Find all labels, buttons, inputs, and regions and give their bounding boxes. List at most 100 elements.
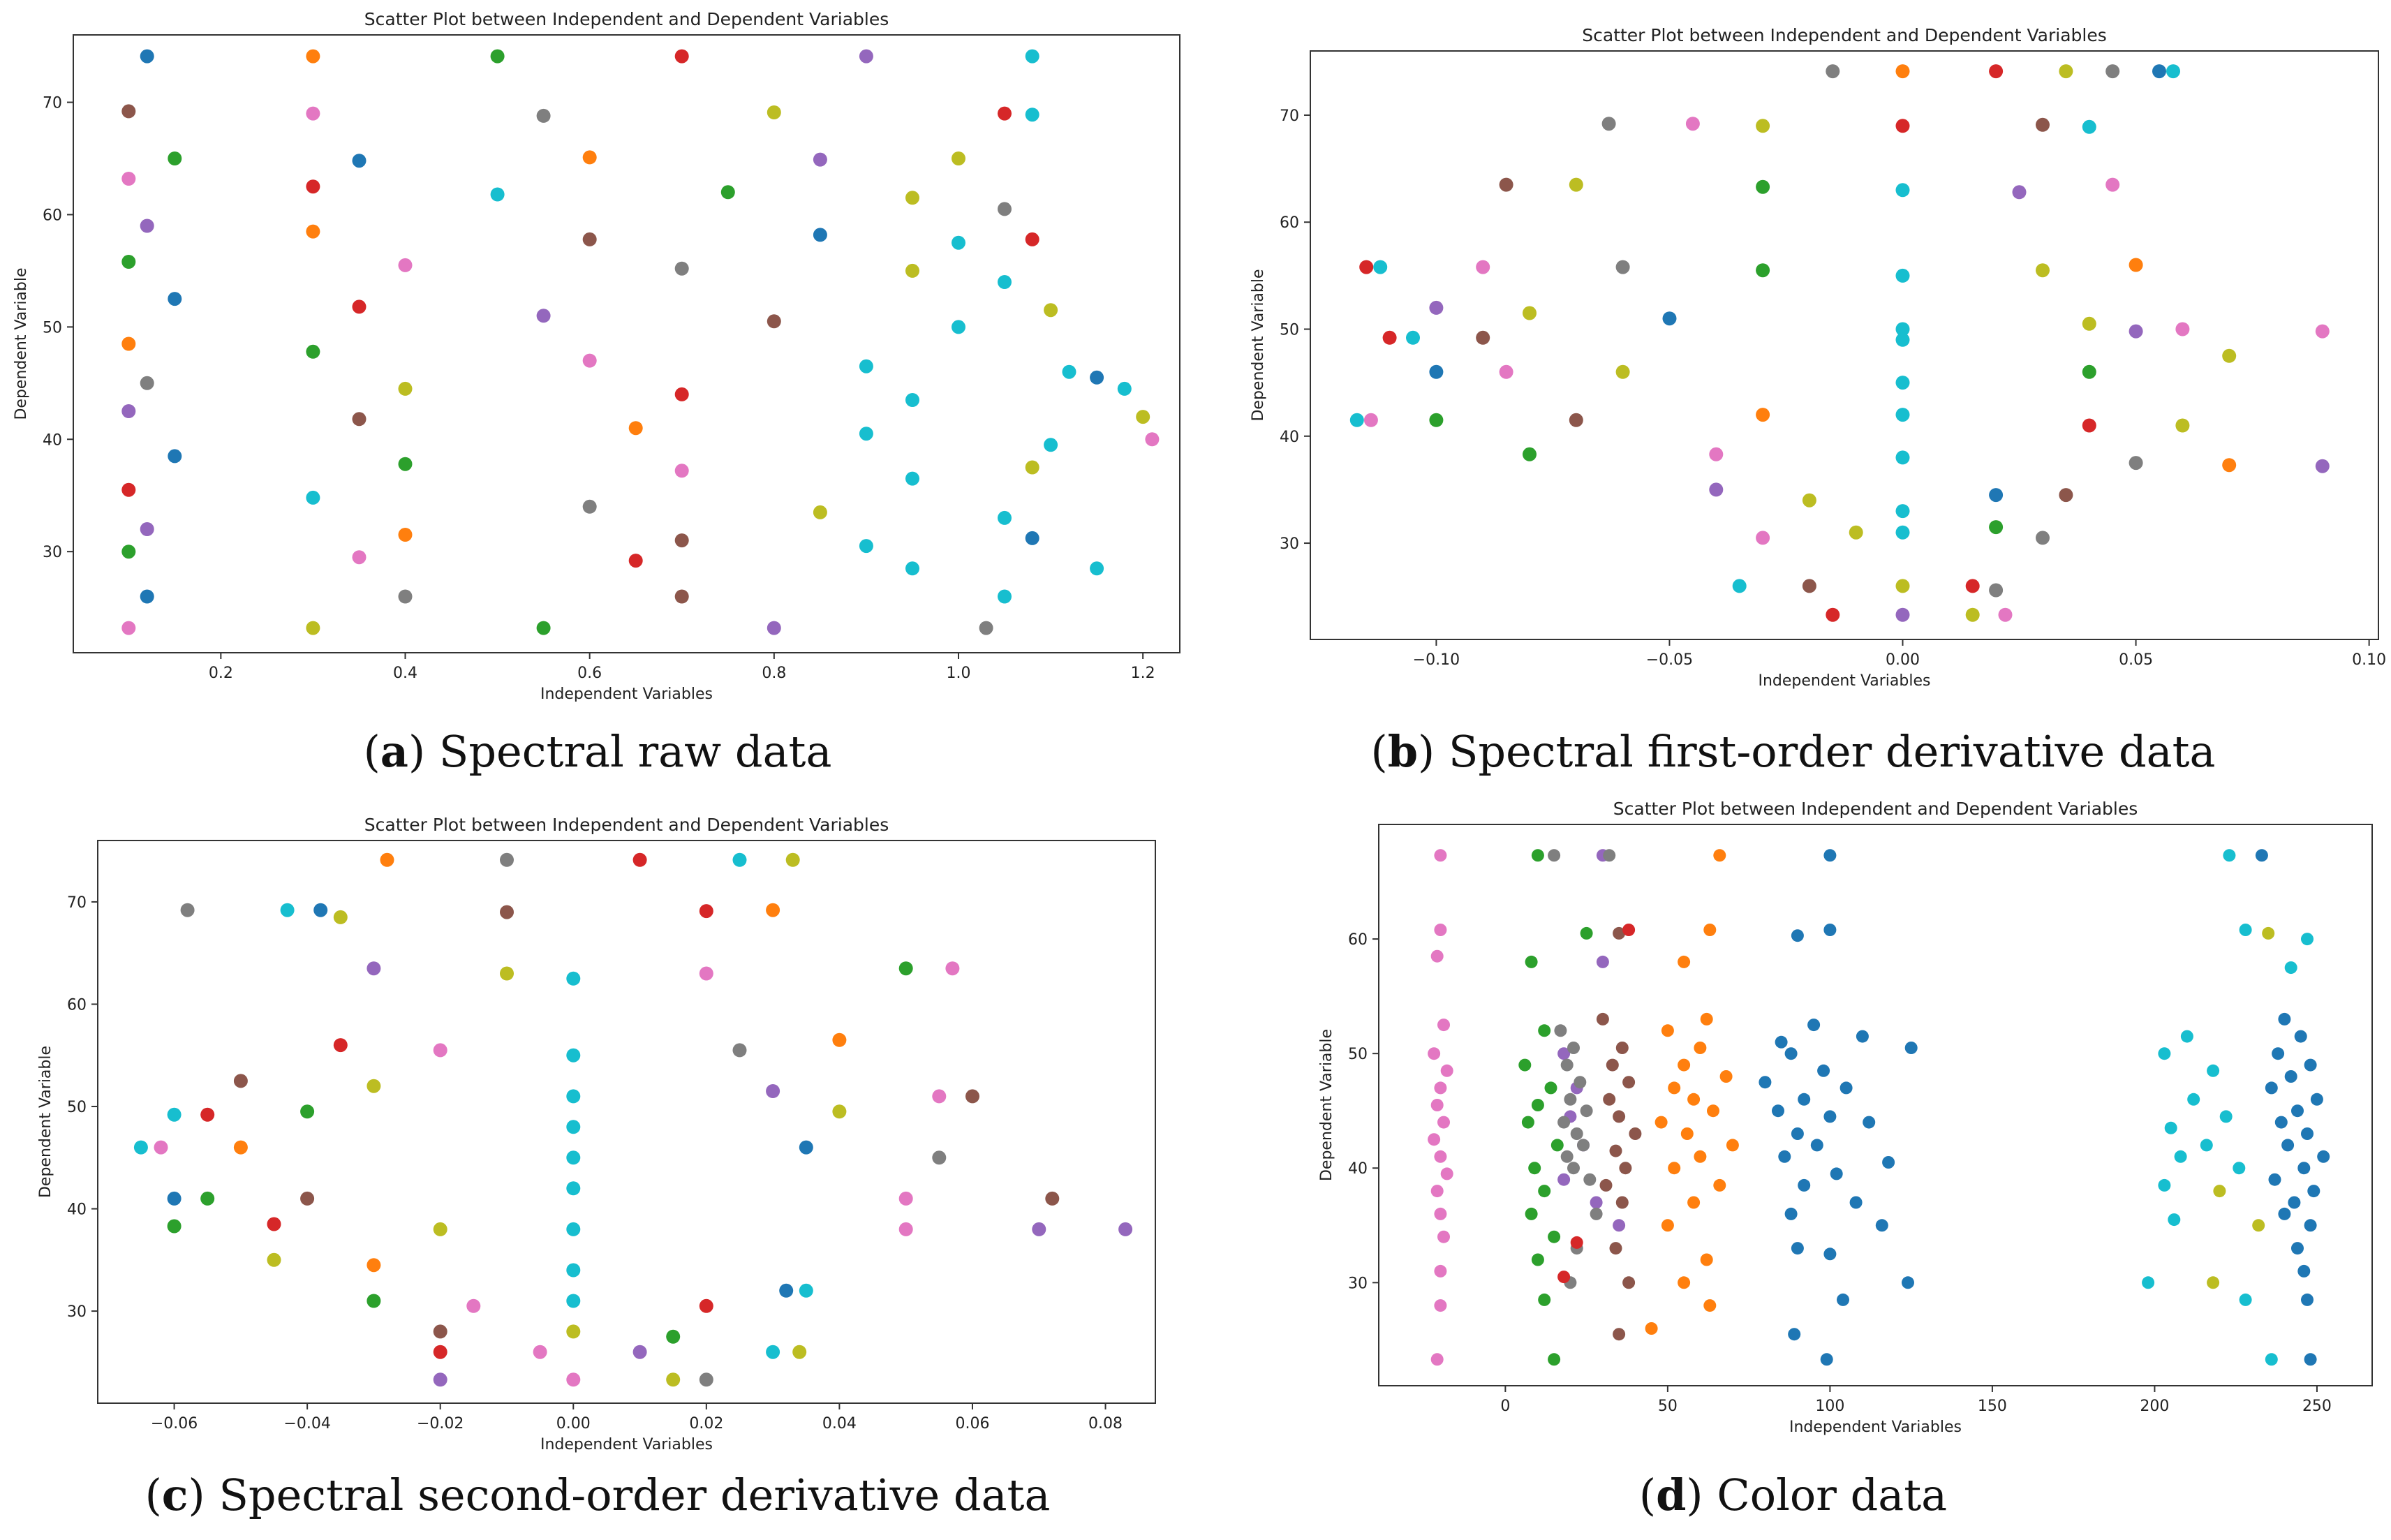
y-tick-label-d-2: 50: [1348, 1046, 1368, 1063]
data-point-a-53: [352, 412, 367, 427]
data-point-c-61: [699, 1298, 713, 1313]
caption-c-letter: c: [161, 1469, 188, 1520]
y-tick-label-a-1: 40: [43, 431, 62, 449]
chart-title-a: Scatter Plot between Independent and Dep…: [364, 9, 889, 29]
data-point-d-125: [1823, 1247, 1837, 1261]
data-point-a-64: [306, 490, 320, 505]
data-point-c-15: [699, 966, 713, 981]
data-point-a-40: [121, 336, 136, 351]
data-point-c-50: [898, 1222, 913, 1236]
data-point-d-150: [2207, 1276, 2220, 1289]
data-point-c-27: [932, 1089, 947, 1104]
data-point-b-75: [1895, 607, 1910, 622]
data-point-a-65: [582, 499, 597, 514]
data-point-a-0: [140, 49, 154, 64]
data-point-c-7: [313, 903, 328, 917]
data-point-a-4: [859, 49, 873, 64]
data-point-c-36: [233, 1140, 248, 1155]
data-point-d-92: [1694, 1150, 1707, 1163]
data-point-a-86: [979, 621, 993, 635]
data-point-d-173: [2297, 1264, 2311, 1278]
data-point-d-93: [1668, 1162, 1681, 1175]
y-tick-label-b-3: 60: [1280, 214, 1299, 232]
data-point-b-26: [2129, 258, 2143, 272]
data-point-d-72: [1615, 1196, 1629, 1209]
data-point-d-14: [1437, 1230, 1450, 1243]
chart-title-c: Scatter Plot between Independent and Dep…: [364, 815, 889, 835]
data-point-d-59: [1603, 849, 1616, 862]
data-point-d-49: [1557, 1116, 1571, 1129]
data-point-c-2: [632, 852, 647, 867]
data-point-a-18: [306, 179, 320, 194]
data-point-d-32: [1531, 1253, 1544, 1266]
data-point-d-105: [1775, 1035, 1788, 1049]
data-point-a-70: [674, 533, 689, 548]
data-point-c-24: [367, 1079, 381, 1093]
data-point-d-89: [1655, 1116, 1668, 1129]
data-point-b-71: [1895, 579, 1910, 593]
data-point-b-38: [2315, 324, 2330, 339]
data-point-a-22: [998, 202, 1012, 216]
data-point-d-118: [1882, 1156, 1895, 1169]
data-point-d-167: [2268, 1173, 2281, 1186]
data-point-d-117: [1778, 1150, 1791, 1163]
data-point-b-53: [1523, 447, 1537, 461]
data-point-d-39: [1557, 1173, 1571, 1186]
points-d: [1428, 849, 2330, 1366]
data-point-d-67: [1613, 1110, 1626, 1123]
data-point-b-67: [1989, 520, 2004, 535]
data-point-b-43: [2082, 364, 2096, 379]
data-point-c-64: [666, 1329, 681, 1344]
data-point-c-53: [267, 1252, 281, 1267]
data-point-c-60: [566, 1294, 581, 1308]
y-axis-label-a: Dependent Variable: [13, 267, 30, 420]
y-tick-label-a-2: 50: [43, 319, 62, 336]
data-point-a-62: [1025, 460, 1039, 475]
caption-c: (c) Spectral second-order derivative dat…: [145, 1469, 1051, 1520]
data-point-a-32: [905, 263, 919, 278]
data-point-d-147: [2213, 1185, 2226, 1198]
data-point-d-31: [1548, 1230, 1561, 1243]
data-point-d-17: [1430, 1353, 1444, 1366]
data-point-b-63: [2059, 488, 2073, 503]
data-point-b-44: [2222, 348, 2237, 363]
data-point-b-31: [2082, 316, 2096, 331]
data-point-d-145: [2233, 1162, 2246, 1175]
data-point-b-27: [1429, 300, 1444, 315]
data-point-b-23: [1756, 263, 1770, 278]
y-tick-label-c-1: 40: [67, 1201, 87, 1219]
points-c: [133, 852, 1133, 1387]
data-point-d-155: [2294, 1030, 2307, 1043]
data-point-b-22: [1615, 260, 1630, 274]
data-point-d-115: [1791, 1127, 1804, 1140]
data-point-d-121: [1849, 1196, 1863, 1209]
data-point-c-19: [433, 1043, 447, 1058]
data-point-d-129: [1788, 1328, 1801, 1341]
data-point-d-102: [1823, 924, 1837, 936]
data-point-a-58: [168, 449, 182, 464]
points-b: [1349, 64, 2330, 622]
data-point-d-53: [1567, 1162, 1580, 1175]
data-point-b-5: [2152, 64, 2166, 79]
data-point-d-30: [1525, 1207, 1538, 1220]
plot-area-a: [73, 34, 1180, 653]
data-point-d-43: [1554, 1024, 1567, 1037]
data-point-c-34: [133, 1140, 148, 1155]
data-point-d-148: [2168, 1213, 2181, 1227]
data-point-b-2: [1989, 64, 2004, 79]
data-point-a-63: [121, 482, 136, 497]
data-point-b-49: [1756, 408, 1770, 422]
data-point-d-120: [1798, 1178, 1811, 1192]
chart-title-d: Scatter Plot between Independent and Dep…: [1613, 799, 2138, 819]
data-point-b-10: [1895, 119, 1910, 133]
data-point-d-161: [2291, 1104, 2304, 1118]
x-tick-label-b-0: −0.10: [1413, 651, 1460, 669]
data-point-d-21: [1525, 955, 1538, 968]
x-tick-label-a-5: 1.2: [1131, 665, 1155, 682]
data-point-a-50: [1117, 381, 1132, 396]
data-point-d-73: [1609, 1242, 1622, 1255]
data-point-b-34: [1406, 330, 1420, 345]
data-point-c-57: [779, 1283, 794, 1298]
data-point-c-25: [566, 1089, 581, 1104]
data-point-a-59: [398, 457, 413, 471]
